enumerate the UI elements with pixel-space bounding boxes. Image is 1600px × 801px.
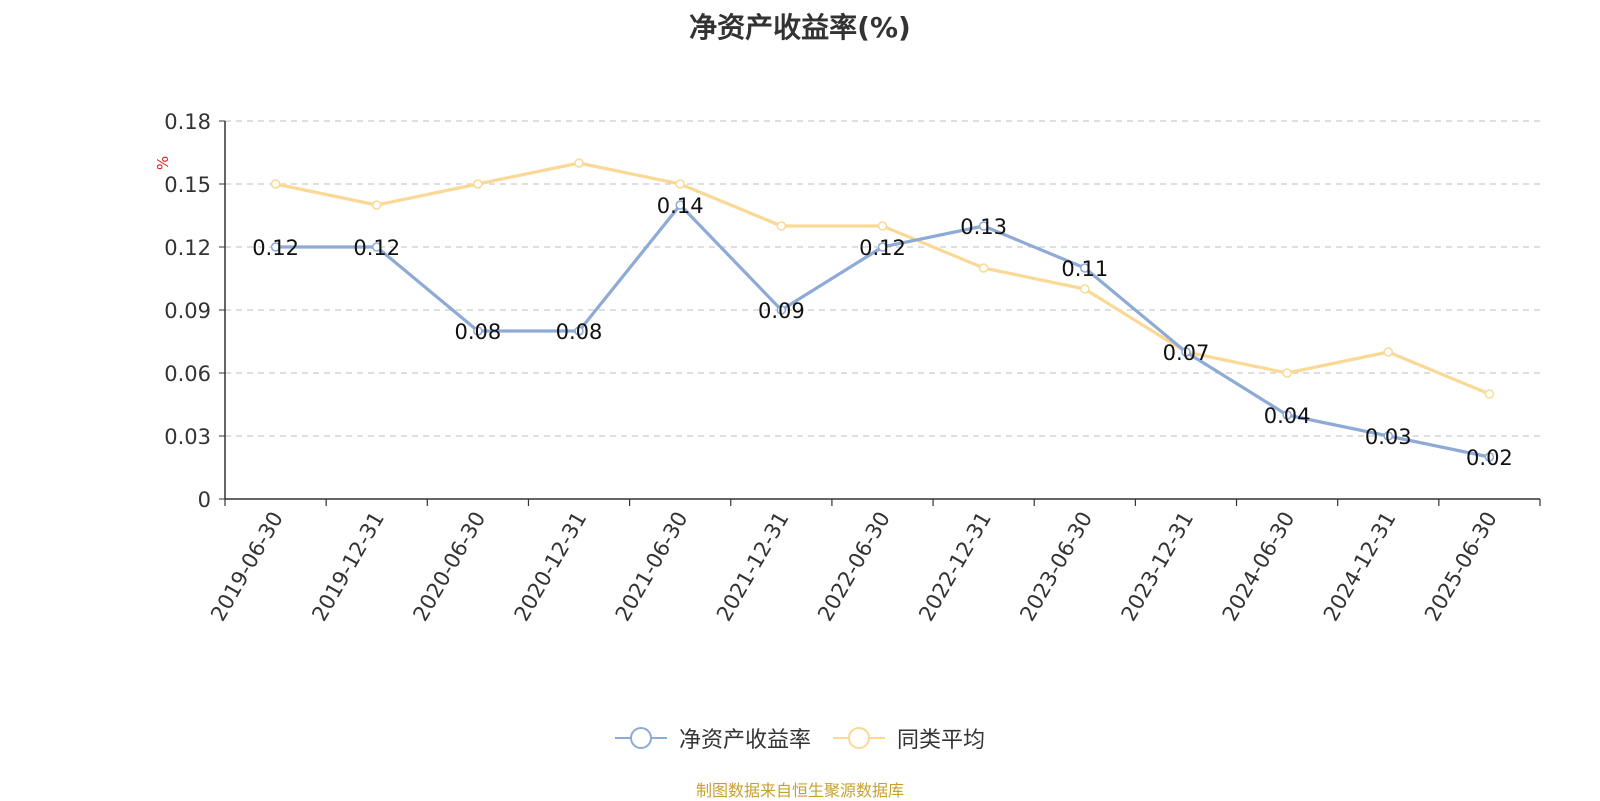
data-label: 0.11 [1061, 257, 1108, 281]
x-tick-label: 2019-12-31 [307, 508, 389, 626]
legend: 净资产收益率 同类平均 [0, 722, 1600, 754]
data-label: 0.03 [1365, 425, 1412, 449]
data-label: 0.13 [960, 215, 1007, 239]
data-point-peer-average [675, 179, 685, 189]
y-axis-label: % [154, 156, 172, 170]
data-label: 0.04 [1264, 404, 1311, 428]
data-label: 0.14 [657, 194, 704, 218]
series-line-peer-average [275, 161, 1491, 396]
x-tick-label: 2019-06-30 [206, 508, 288, 626]
data-point-roe [877, 242, 888, 252]
x-tick-label: 2020-06-30 [408, 508, 490, 626]
y-tick-label: 0.03 [164, 425, 211, 449]
data-point-roe [473, 326, 483, 336]
x-tick-label: 2022-06-30 [813, 508, 895, 626]
x-tick-label: 2025-06-30 [1420, 508, 1502, 626]
data-point-roe [978, 221, 989, 231]
legend-label-roe: 净资产收益率 [678, 728, 811, 753]
y-tick-label: 0.12 [164, 236, 211, 260]
data-label: 0.07 [1163, 341, 1210, 365]
data-label: 0.12 [353, 236, 400, 260]
data-point-roe [776, 305, 787, 315]
data-point-roe [1080, 263, 1090, 273]
data-label: 0.08 [556, 320, 603, 344]
y-tick-label: 0.15 [164, 173, 211, 197]
data-label: 0.02 [1466, 446, 1513, 470]
data-point-peer-average [978, 263, 989, 273]
data-label: 0.12 [252, 236, 299, 260]
data-label: 0.08 [455, 320, 502, 344]
y-tick-label: 0.09 [164, 299, 211, 323]
data-point-roe [270, 242, 281, 252]
data-point-peer-average [473, 179, 483, 189]
x-tick-label: 2021-06-30 [611, 508, 693, 626]
legend-swatch-roe [614, 727, 667, 749]
data-point-roe [371, 242, 382, 252]
data-point-peer-average [371, 200, 382, 210]
data-point-roe [1181, 347, 1191, 357]
data-point-peer-average [1282, 368, 1292, 378]
data-point-roe [574, 326, 584, 336]
data-point-roe [675, 200, 685, 210]
x-tick-label: 2024-06-30 [1218, 508, 1300, 626]
legend-item-roe[interactable]: 净资产收益率 [614, 722, 811, 754]
y-tick-label: 0.06 [164, 362, 211, 386]
data-label: 0.09 [758, 299, 805, 323]
data-point-peer-average [1484, 389, 1495, 399]
legend-label-peer-average: 同类平均 [897, 728, 986, 753]
data-point-peer-average [270, 179, 281, 189]
y-tick-label: 0.18 [164, 110, 211, 134]
x-tick-label: 2020-12-31 [510, 508, 592, 626]
data-point-roe [1383, 431, 1394, 441]
chart-title: 净资产收益率(%) [689, 11, 911, 44]
data-point-peer-average [877, 221, 888, 231]
data-point-peer-average [1080, 284, 1090, 294]
y-tick-label: 0 [198, 488, 211, 512]
x-tick-label: 2023-06-30 [1015, 508, 1097, 626]
x-tick-label: 2021-12-31 [712, 508, 794, 626]
x-tick-label: 2022-12-31 [914, 508, 996, 626]
data-point-roe [1484, 452, 1495, 462]
data-point-peer-average [574, 158, 584, 168]
legend-swatch-peer-average [833, 727, 885, 749]
data-point-peer-average [776, 221, 787, 231]
legend-item-peer-average[interactable]: 同类平均 [833, 722, 985, 754]
x-tick-label: 2024-12-31 [1319, 508, 1401, 626]
x-tick-label: 2023-12-31 [1116, 508, 1198, 626]
source-note: 制图数据来自恒生聚源数据库 [695, 781, 904, 800]
data-label: 0.12 [859, 236, 906, 260]
data-point-roe [1282, 410, 1292, 420]
data-point-peer-average [1383, 347, 1394, 357]
